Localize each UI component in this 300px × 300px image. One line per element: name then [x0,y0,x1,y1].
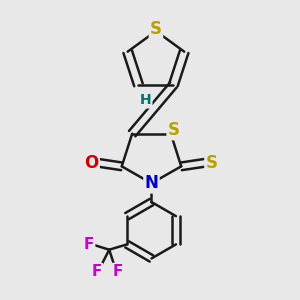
Text: S: S [168,121,180,139]
Text: S: S [206,154,218,172]
Text: H: H [140,94,152,107]
Text: F: F [113,264,123,279]
Text: S: S [150,20,162,38]
Text: F: F [84,237,94,252]
Text: O: O [84,154,99,172]
Text: F: F [92,264,102,279]
Text: N: N [145,174,158,192]
